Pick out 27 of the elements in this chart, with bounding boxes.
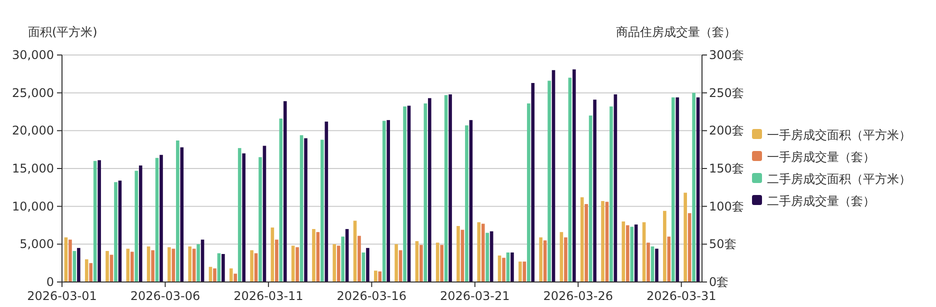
y-tick-label: 10,000	[12, 199, 54, 214]
y-tick-label: 20,000	[12, 124, 54, 138]
legend-label: 一手房成交量（套）	[767, 150, 875, 164]
x-tick-label: 2026-03-11	[234, 289, 304, 303]
x-tick-label: 2026-03-06	[130, 289, 200, 303]
x-tick-label: 2026-03-21	[440, 289, 510, 303]
legend-label: 一手房成交面积（平方米）	[767, 128, 911, 142]
y2-tick-label: 150套	[709, 162, 744, 176]
y2-tick-label: 250套	[709, 86, 744, 100]
y2-tick-label: 0套	[709, 275, 729, 289]
y2-axis-title: 商品住房成交量（套）	[616, 25, 736, 39]
y-tick-label: 0	[46, 275, 54, 289]
x-tick-label: 2026-03-26	[543, 289, 614, 303]
legend-label: 二手房成交面积（平方米）	[767, 172, 911, 186]
legend-label: 二手房成交量（套）	[767, 194, 875, 208]
y2-tick-label: 300套	[709, 48, 744, 62]
y2-tick-label: 50套	[709, 237, 736, 252]
x-tick-label: 2026-03-31	[646, 289, 716, 303]
y-tick-label: 25,000	[12, 86, 54, 100]
y-tick-label: 30,000	[12, 48, 54, 62]
x-tick-label: 2026-03-16	[336, 289, 407, 303]
y-tick-label: 5,000	[20, 237, 54, 252]
y-tick-label: 15,000	[12, 162, 54, 176]
x-tick-label: 2026-03-01	[27, 289, 97, 303]
y-axis-title: 面积(平方米)	[28, 25, 98, 39]
y2-tick-label: 100套	[709, 199, 744, 214]
y2-tick-label: 200套	[709, 124, 744, 138]
